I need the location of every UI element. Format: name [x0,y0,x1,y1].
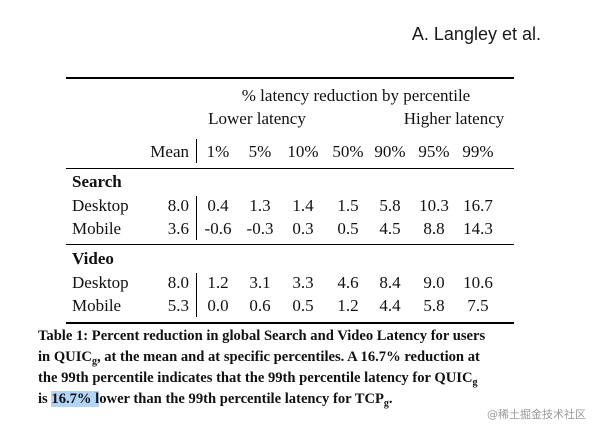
text-selection-highlight: 16.7% l [51,391,100,407]
group-header: % latency reduction by percentile [241,86,471,105]
lower-latency-label: Lower latency [208,109,306,128]
row-label: Desktop [72,196,129,215]
watermark: @稀土掘金技术社区 [487,408,586,421]
table-cell: 1.2 [207,273,229,292]
table-bottom-rule [66,322,514,324]
table-cell: 7.5 [467,296,489,315]
table-cell: 0.0 [207,296,229,315]
section-heading: Video [72,249,114,268]
table-cell: 8.4 [379,273,401,292]
table-cell: 0.4 [207,196,229,215]
mean-cell: 8.0 [167,196,189,215]
caption-line-4: is 16.7% lower than the 99th percentile … [38,391,393,409]
percentile-header: 90% [374,142,406,161]
row-label: Desktop [72,273,129,292]
table-cell: 14.3 [463,219,493,238]
table-cell: 0.5 [337,219,359,238]
table-cell: 1.4 [292,196,314,215]
table-cell: 3.1 [249,273,271,292]
table-cell: 5.8 [379,196,401,215]
author-header: A. Langley et al. [411,24,541,44]
section-heading: Search [72,172,122,191]
table-cell: 0.3 [292,219,314,238]
caption-line-2: in QUICg, at the mean and at specific pe… [38,349,480,367]
percentile-header: 1% [206,142,230,161]
mean-cell: 8.0 [167,273,189,292]
table-header-rule [66,168,514,169]
percentile-header: 5% [248,142,272,161]
table-cell: 1.5 [337,196,359,215]
mean-cell: 3.6 [167,219,189,238]
higher-latency-label: Higher latency [403,109,505,128]
caption-line-1: Table 1: Percent reduction in global Sea… [38,328,486,344]
table-cell: 1.3 [249,196,271,215]
table-cell: 10.3 [419,196,449,215]
table-cell: 9.0 [423,273,445,292]
table-cell: 10.6 [463,273,493,292]
mean-header: Mean [150,142,189,161]
table-cell: 8.8 [423,219,445,238]
percentile-header: 99% [462,142,494,161]
table-cell: -0.6 [204,219,232,238]
section-separator-rule [66,244,514,245]
percentile-header: 10% [287,142,319,161]
mean-divider [196,273,197,317]
table-cell: 0.6 [249,296,271,315]
table-cell: -0.3 [246,219,274,238]
table-cell: 16.7 [463,196,493,215]
percentile-header: 50% [332,142,364,161]
mean-cell: 5.3 [167,296,189,315]
percentile-header: 95% [418,142,450,161]
table-cell: 0.5 [292,296,314,315]
table-cell: 4.6 [337,273,359,292]
mean-divider [196,196,197,240]
row-label: Mobile [72,219,122,238]
table-cell: 4.5 [379,219,401,238]
table-cell: 3.3 [292,273,314,292]
caption-line-3: the 99th percentile indicates that the 9… [38,370,478,388]
row-label: Mobile [72,296,122,315]
table-top-rule [66,77,514,79]
table-caption: Table 1: Percent reduction in global Sea… [38,326,558,410]
header-divider [196,139,197,163]
table-cell: 4.4 [379,296,401,315]
table-cell: 5.8 [423,296,445,315]
table-cell: 1.2 [337,296,359,315]
